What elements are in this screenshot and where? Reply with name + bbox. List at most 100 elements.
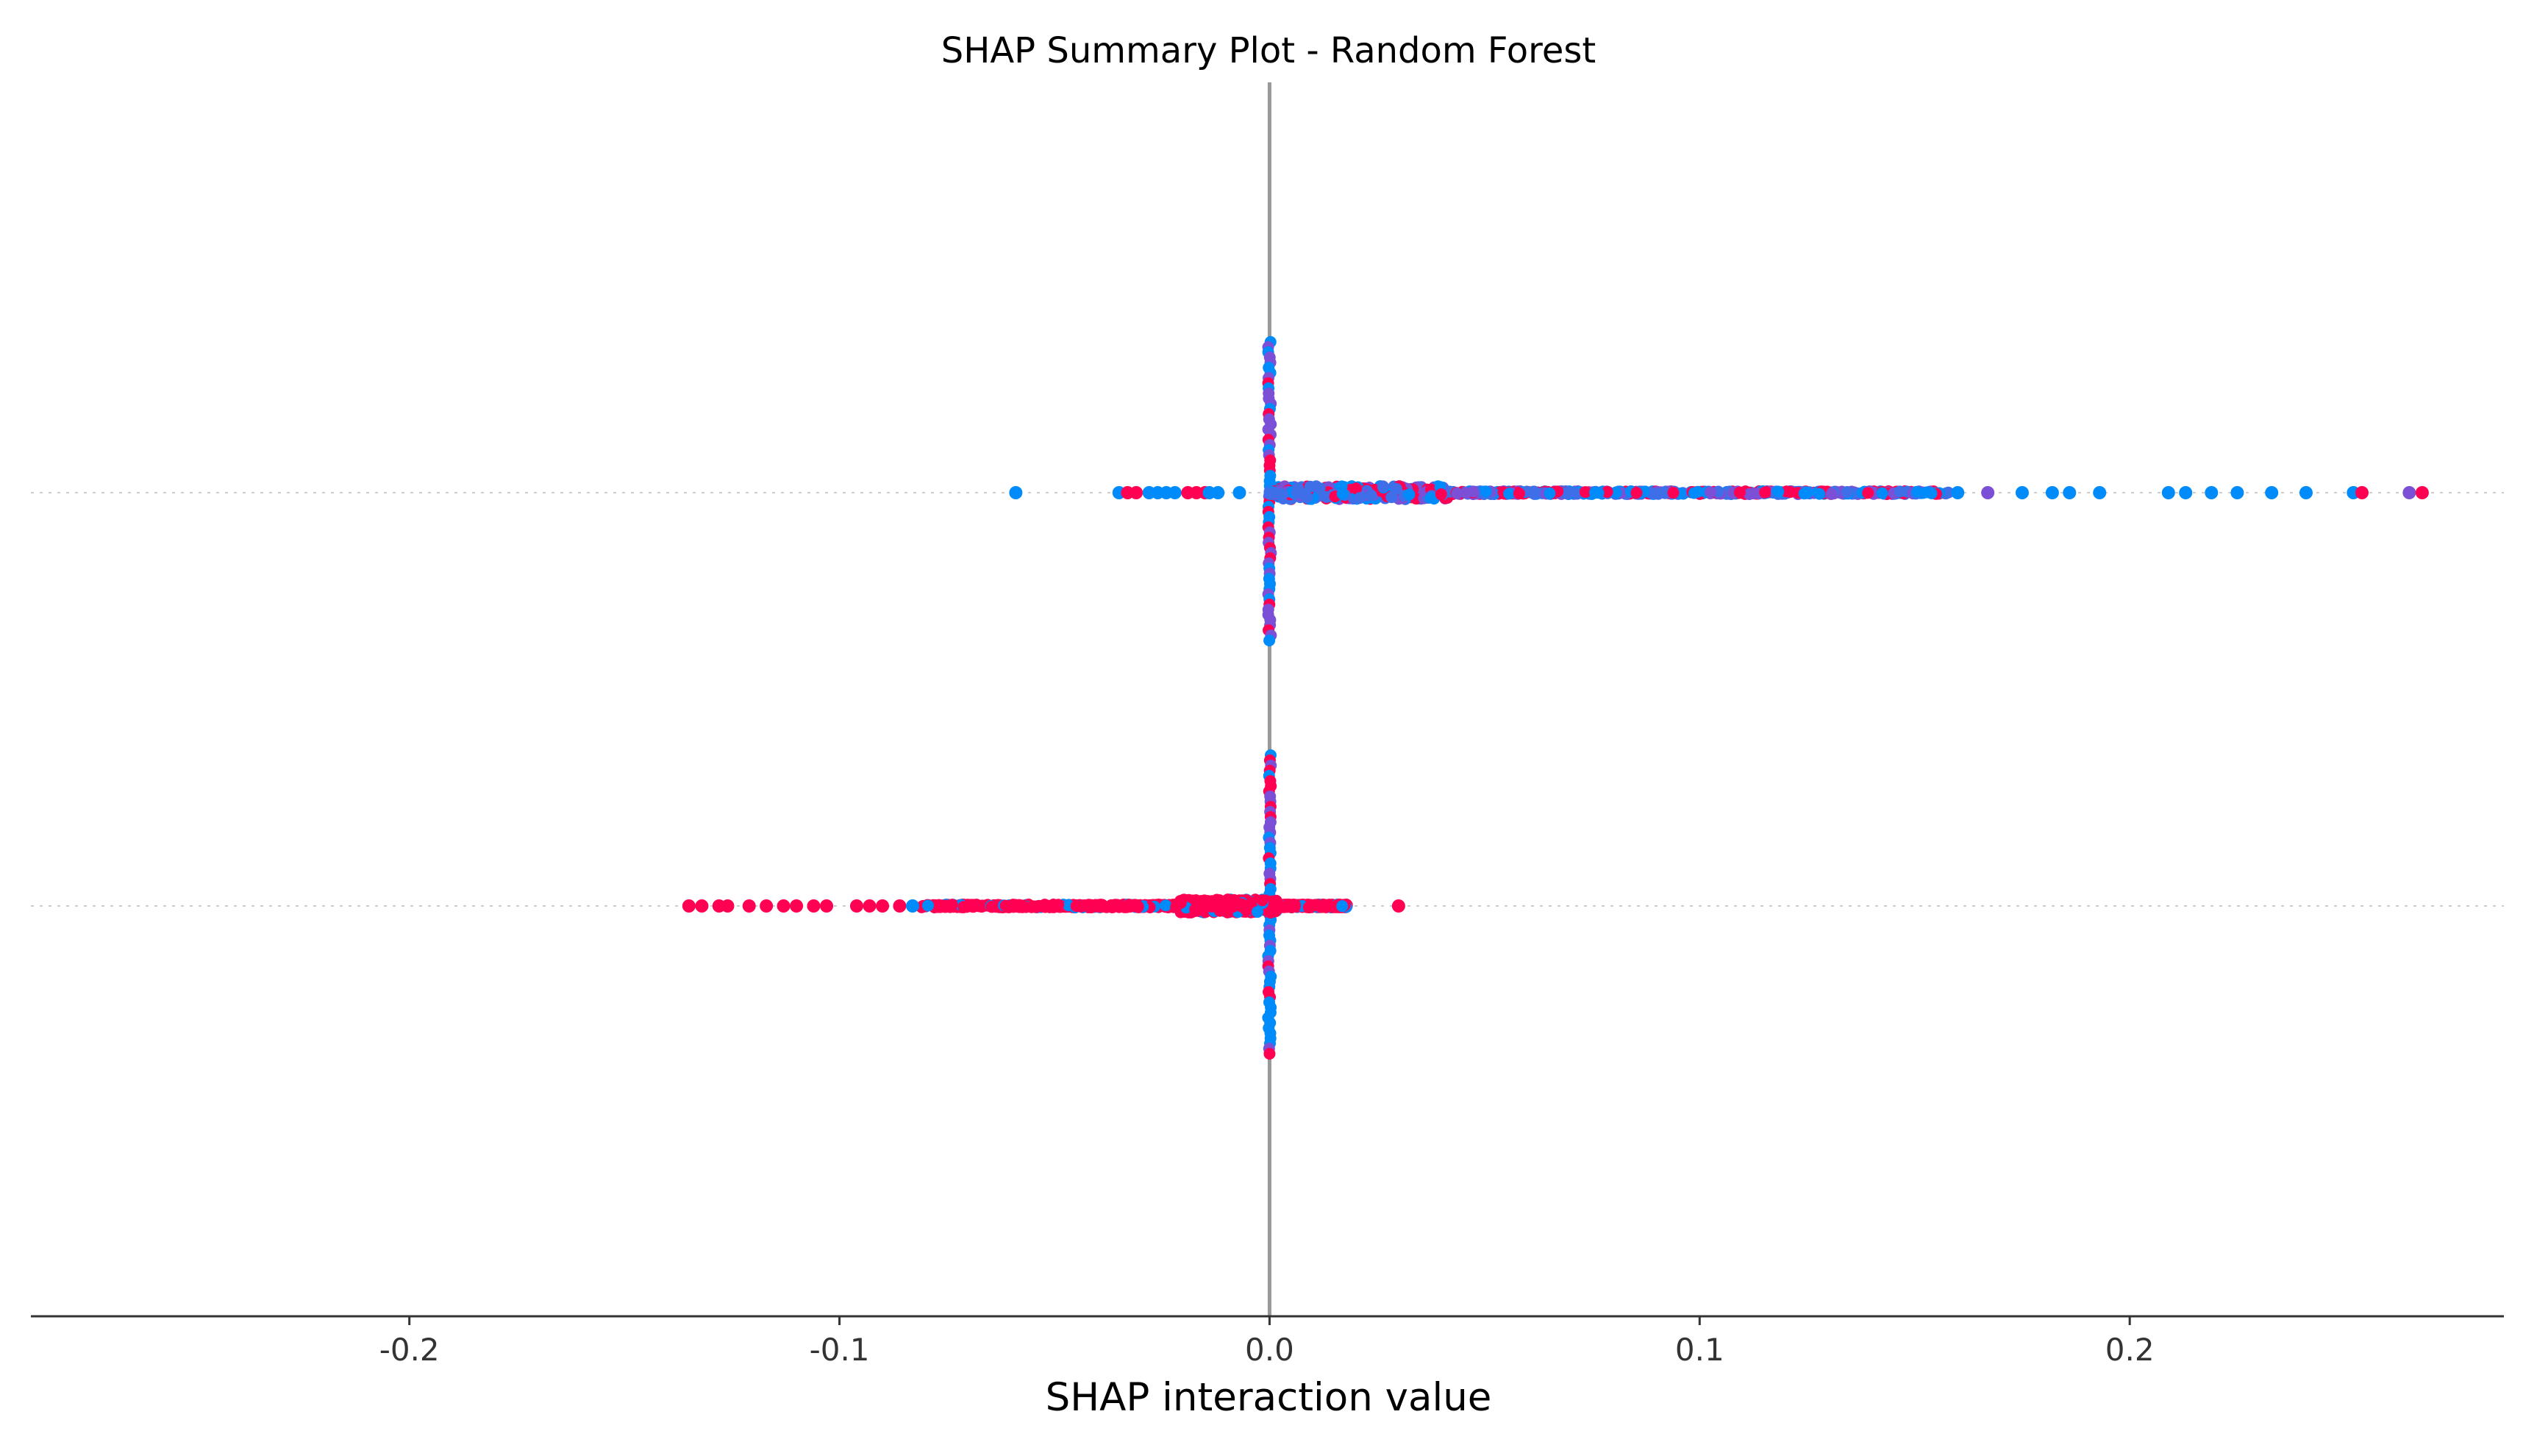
shap-point <box>1435 488 1447 501</box>
shap-point <box>1256 894 1268 907</box>
shap-point <box>1733 486 1746 499</box>
shap-point <box>1951 486 1965 499</box>
shap-point <box>1601 485 1613 498</box>
shap-point <box>1784 486 1796 499</box>
shap-point <box>1391 899 1405 913</box>
shap-point <box>2402 486 2416 499</box>
x-tick-label: -0.2 <box>379 1332 440 1368</box>
shap-point <box>1825 488 1838 500</box>
shap-point <box>1841 486 1853 499</box>
shap-point <box>1124 900 1137 913</box>
shap-point <box>1033 900 1046 913</box>
shap-point <box>2179 486 2193 499</box>
x-tick-label: 0.0 <box>1245 1332 1294 1368</box>
shap-point <box>2355 486 2369 499</box>
shap-point <box>1911 485 1924 498</box>
shap-point <box>1336 900 1349 913</box>
shap-point <box>905 899 919 913</box>
shap-point <box>1544 487 1556 499</box>
shap-point <box>2265 486 2279 499</box>
shap-point <box>2063 486 2077 499</box>
shap-point <box>1403 488 1416 501</box>
shap-point <box>1320 900 1332 913</box>
shap-point <box>1174 896 1187 909</box>
shap-point <box>1705 486 1717 499</box>
shap-point <box>1925 487 1938 499</box>
x-tick-label: -0.1 <box>810 1332 870 1368</box>
shap-point <box>1082 899 1095 911</box>
shap-point <box>1862 487 1874 499</box>
shap-point <box>1813 488 1826 500</box>
shap-point <box>1377 480 1389 493</box>
shap-point <box>1049 899 1062 912</box>
shap-point <box>1503 488 1516 500</box>
shap-point <box>742 899 756 913</box>
shap-point <box>2045 486 2059 499</box>
shap-point <box>1798 488 1810 500</box>
shap-point <box>2415 486 2429 499</box>
shap-point <box>1981 486 1995 499</box>
shap-point <box>1228 893 1241 906</box>
x-tick-label: 0.2 <box>2105 1332 2155 1368</box>
shap-point <box>999 899 1012 912</box>
shap-point <box>1263 1048 1276 1060</box>
shap-point <box>969 900 982 913</box>
shap-point <box>777 899 791 913</box>
x-tick-label: 0.1 <box>1675 1332 1724 1368</box>
shap-point <box>1579 486 1591 499</box>
shap-point <box>1191 904 1203 917</box>
shap-point <box>682 899 696 913</box>
shap-point <box>1592 487 1605 499</box>
shap-point <box>849 899 863 913</box>
shap-point <box>1213 904 1226 917</box>
shap-point <box>1385 491 1398 504</box>
shap-point <box>820 899 834 913</box>
shap-point <box>1191 894 1203 907</box>
shap-point <box>1667 487 1680 499</box>
shap-point <box>1610 486 1622 499</box>
shap-point <box>695 899 709 913</box>
shap-point <box>1759 486 1771 499</box>
shap-point <box>1106 899 1118 912</box>
shap-point <box>1350 482 1363 495</box>
shap-point <box>721 899 735 913</box>
shap-point <box>1268 904 1280 917</box>
shap-point <box>1130 486 1143 499</box>
x-axis-ticks: -0.2 -0.1 0.0 0.1 0.2 <box>379 1316 2155 1368</box>
shap-point <box>1630 487 1643 499</box>
shap-point <box>1480 485 1492 498</box>
shap-point <box>1692 485 1705 498</box>
shap-point <box>1232 486 1246 499</box>
shap-point <box>1168 486 1182 499</box>
shap-point <box>2299 486 2313 499</box>
shap-point <box>1009 486 1023 499</box>
shap-point <box>2093 486 2107 499</box>
shap-point <box>1304 480 1316 493</box>
shap-point <box>1097 901 1110 913</box>
shap-point <box>760 899 774 913</box>
shap-point <box>1743 488 1755 500</box>
shap-point <box>790 899 804 913</box>
shap-point <box>2230 486 2244 499</box>
shap-point <box>1451 487 1463 499</box>
shap-point <box>2161 486 2175 499</box>
shap-point <box>1211 486 1225 499</box>
shap-point <box>1513 488 1525 500</box>
shap-point <box>1313 482 1326 495</box>
shap-points <box>682 336 2429 1060</box>
x-axis-label: SHAP interaction value <box>1046 1375 1492 1420</box>
shap-point <box>863 899 877 913</box>
chart-title: SHAP Summary Plot - Random Forest <box>941 30 1596 71</box>
shap-point <box>1652 488 1665 500</box>
shap-point <box>922 899 935 912</box>
shap-point <box>1894 485 1906 498</box>
shap-point <box>1354 492 1366 504</box>
shap-point <box>1202 895 1214 907</box>
shap-point <box>876 899 890 913</box>
shap-point <box>1252 906 1264 918</box>
shap-point <box>1263 635 1276 646</box>
shap-point <box>1269 486 1282 499</box>
shap-point <box>1424 491 1437 504</box>
shap-point <box>1876 487 1888 499</box>
